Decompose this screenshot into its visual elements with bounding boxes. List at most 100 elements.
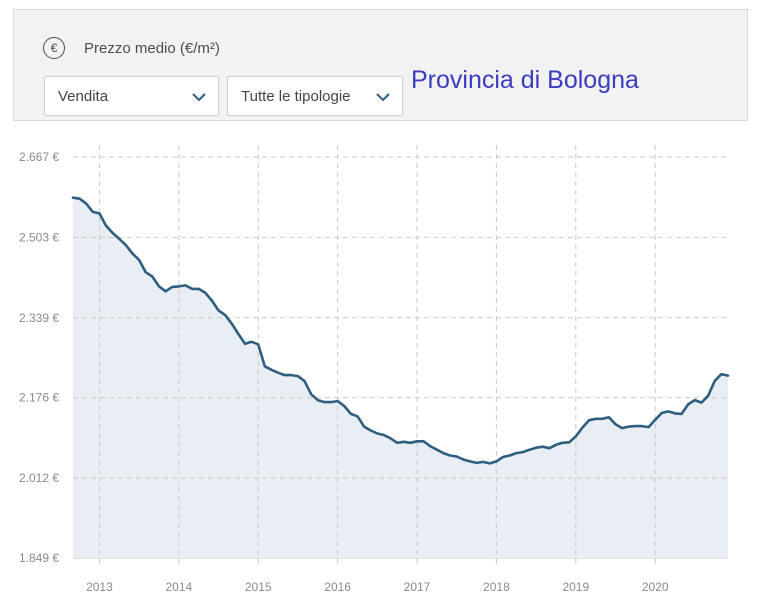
price-data-point[interactable] [692, 397, 698, 403]
price-data-point[interactable] [553, 442, 559, 448]
price-data-point[interactable] [275, 370, 281, 376]
price-data-point[interactable] [474, 460, 480, 466]
price-data-point[interactable] [130, 251, 136, 257]
price-data-point[interactable] [447, 453, 453, 459]
price-data-point[interactable] [302, 378, 308, 384]
price-data-point[interactable] [718, 371, 724, 377]
price-data-point[interactable] [613, 421, 619, 427]
price-data-point[interactable] [169, 284, 175, 290]
price-data-point[interactable] [163, 288, 169, 294]
price-data-point[interactable] [679, 411, 685, 417]
price-data-point[interactable] [262, 363, 268, 369]
price-data-point[interactable] [712, 378, 718, 384]
price-data-point[interactable] [341, 403, 347, 409]
price-data-point[interactable] [123, 242, 129, 248]
price-data-point[interactable] [295, 373, 301, 379]
price-data-point[interactable] [242, 341, 248, 347]
price-data-point[interactable] [441, 450, 447, 456]
price-data-point[interactable] [361, 424, 367, 430]
price-data-point[interactable] [335, 398, 341, 404]
price-data-point[interactable] [394, 440, 400, 446]
price-data-point[interactable] [182, 282, 188, 288]
price-data-point[interactable] [593, 416, 599, 422]
price-data-point[interactable] [209, 298, 215, 304]
price-data-point[interactable] [500, 454, 506, 460]
price-data-point[interactable] [652, 417, 658, 423]
price-data-point[interactable] [639, 423, 645, 429]
price-data-point[interactable] [222, 312, 228, 318]
price-data-point[interactable] [619, 425, 625, 431]
price-data-point[interactable] [282, 372, 288, 378]
price-data-point[interactable] [202, 290, 208, 296]
price-data-point[interactable] [116, 236, 122, 242]
price-data-point[interactable] [421, 438, 427, 444]
price-data-point[interactable] [83, 201, 89, 207]
price-data-point[interactable] [321, 399, 327, 405]
price-data-point[interactable] [196, 286, 202, 292]
price-data-point[interactable] [725, 373, 731, 379]
price-data-point[interactable] [699, 400, 705, 406]
price-data-point[interactable] [566, 439, 572, 445]
price-data-point[interactable] [374, 431, 380, 437]
price-data-point[interactable] [586, 417, 592, 423]
price-data-point[interactable] [381, 432, 387, 438]
price-data-point[interactable] [143, 269, 149, 275]
price-data-point[interactable] [90, 209, 96, 215]
price-data-point[interactable] [659, 410, 665, 416]
price-data-point[interactable] [454, 454, 460, 460]
price-data-point[interactable] [493, 458, 499, 464]
price-data-point[interactable] [685, 401, 691, 407]
price-data-point[interactable] [229, 321, 235, 327]
price-data-point[interactable] [77, 196, 83, 202]
price-data-point[interactable] [579, 425, 585, 431]
price-data-point[interactable] [646, 424, 652, 430]
price-data-point[interactable] [96, 210, 102, 216]
property-type-select[interactable]: Tutte le tipologie [227, 76, 403, 116]
price-data-point[interactable] [407, 440, 413, 446]
price-data-point[interactable] [269, 367, 275, 373]
price-data-point[interactable] [70, 195, 76, 201]
price-data-point[interactable] [315, 397, 321, 403]
price-data-point[interactable] [156, 283, 162, 289]
price-data-point[interactable] [513, 450, 519, 456]
price-data-point[interactable] [599, 416, 605, 422]
price-data-point[interactable] [540, 444, 546, 450]
price-data-point[interactable] [328, 399, 334, 405]
price-data-point[interactable] [355, 413, 361, 419]
price-data-point[interactable] [189, 286, 195, 292]
price-data-point[interactable] [520, 449, 526, 455]
price-data-point[interactable] [487, 460, 493, 466]
price-data-point[interactable] [136, 257, 142, 263]
price-data-point[interactable] [632, 423, 638, 429]
price-data-point[interactable] [110, 230, 116, 236]
price-data-point[interactable] [308, 391, 314, 397]
price-data-point[interactable] [527, 447, 533, 453]
price-data-point[interactable] [149, 274, 155, 280]
price-data-point[interactable] [216, 307, 222, 313]
price-data-point[interactable] [249, 339, 255, 345]
price-data-point[interactable] [255, 341, 261, 347]
price-data-point[interactable] [705, 393, 711, 399]
price-data-point[interactable] [434, 447, 440, 453]
price-data-point[interactable] [103, 223, 109, 229]
price-data-point[interactable] [348, 411, 354, 417]
price-data-point[interactable] [672, 410, 678, 416]
contract-type-select[interactable]: Vendita [44, 76, 219, 116]
price-data-point[interactable] [460, 457, 466, 463]
price-data-point[interactable] [560, 440, 566, 446]
price-data-point[interactable] [606, 414, 612, 420]
price-data-point[interactable] [176, 283, 182, 289]
price-data-point[interactable] [401, 439, 407, 445]
price-data-point[interactable] [480, 459, 486, 465]
price-data-point[interactable] [235, 331, 241, 337]
price-data-point[interactable] [414, 438, 420, 444]
price-data-point[interactable] [368, 428, 374, 434]
price-data-point[interactable] [427, 443, 433, 449]
price-data-point[interactable] [573, 433, 579, 439]
price-data-point[interactable] [546, 445, 552, 451]
price-data-point[interactable] [666, 408, 672, 414]
price-data-point[interactable] [533, 445, 539, 451]
price-data-point[interactable] [388, 435, 394, 441]
price-data-point[interactable] [467, 458, 473, 464]
price-data-point[interactable] [507, 453, 513, 459]
